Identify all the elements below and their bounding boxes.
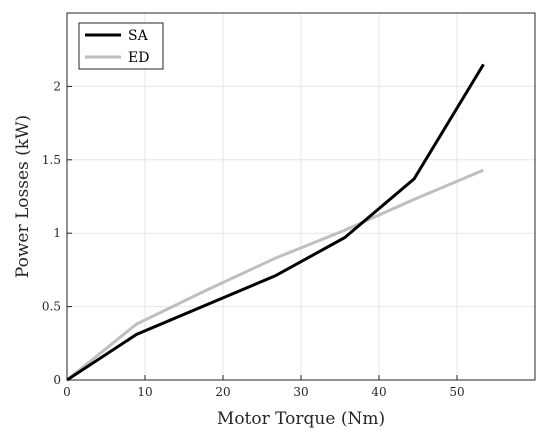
legend-label-sa: SA [128,28,149,44]
legend-label-ed: ED [128,50,149,66]
x-tick-label: 10 [137,385,152,399]
series-line-sa [66,63,485,382]
y-axis-title: Power Losses (kW) [13,115,33,278]
x-tick-label: 40 [371,385,386,399]
y-tick-label: 2 [53,79,61,93]
x-tick-label: 50 [449,385,464,399]
y-tick-label: 0.5 [42,300,61,314]
x-tick-label: 20 [215,385,230,399]
x-axis-title: Motor Torque (Nm) [217,409,385,429]
legend-box [78,22,164,70]
x-tick-label: 0 [63,385,71,399]
legend: SA ED [78,22,164,70]
series-line-ed [66,168,485,382]
series-lines [66,63,485,382]
y-tick-label: 1.5 [42,153,61,167]
y-tick-label: 0 [53,373,61,387]
y-tick-label: 1 [53,226,61,240]
x-tick-label: 30 [293,385,308,399]
